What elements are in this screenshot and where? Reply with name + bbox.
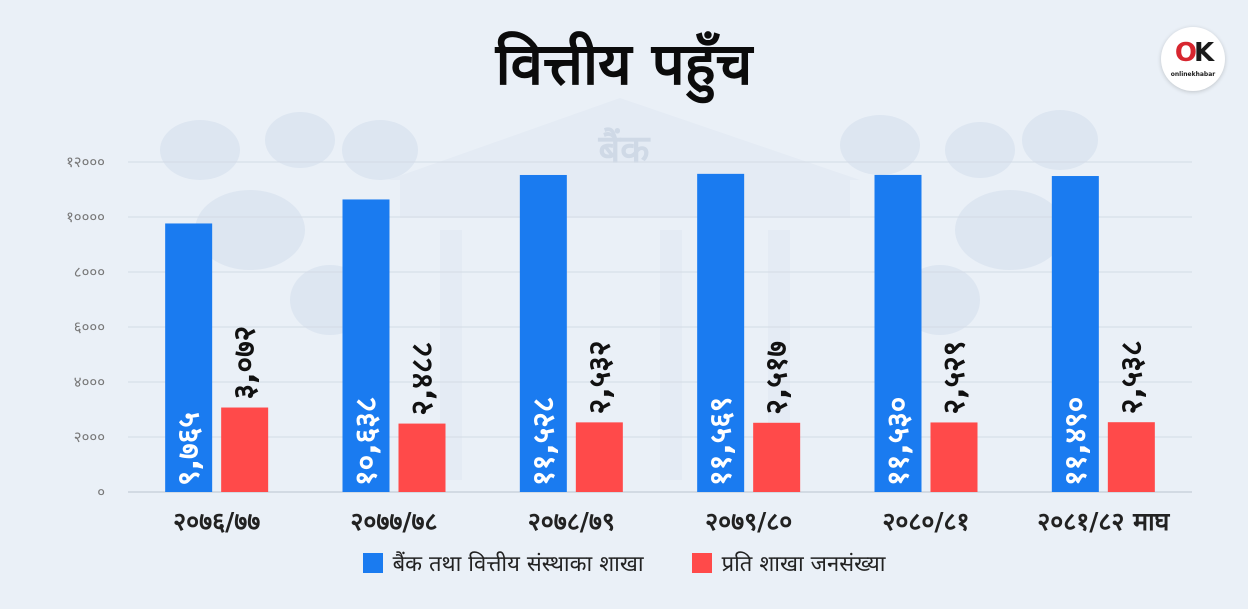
bar-population (398, 423, 446, 492)
chart-bars: ९,७६५ ३,०७२ १०,६३८ २,४८८ ११,५२८ २,५३२ ११,५६९ २,… (165, 173, 1155, 493)
y-tick-label: ० (97, 483, 105, 501)
bar-branches (1051, 176, 1099, 492)
x-axis: २०७६/७७ २०७७/७८ २०७८/७९ २०७९/८० २०८०/८१ २०८१/… (173, 507, 1170, 536)
data-label-branches: ११,५२८ (526, 397, 561, 486)
y-tick-label: ६००० (74, 318, 105, 336)
data-label-population: ३,०७२ (228, 326, 263, 400)
y-tick-label: १२००० (66, 153, 105, 171)
data-label-branches: ९,७६५ (172, 412, 207, 486)
bar-population (1107, 422, 1155, 492)
legend-swatch-population (691, 553, 712, 573)
y-axis: ० २००० ४००० ६००० ८००० १०००० १२००० (66, 153, 105, 501)
x-tick-label: २०७६/७७ (173, 507, 260, 536)
data-label-population: २,५३२ (582, 341, 617, 415)
bar-population (575, 422, 623, 492)
data-label-branches: ११,५६९ (704, 397, 739, 486)
x-tick-label: २०७८/७९ (528, 507, 615, 536)
legend-label-branches: बैंक तथा वित्तीय संस्थाका शाखा (392, 552, 644, 577)
data-label-population: २,५३८ (1114, 340, 1149, 414)
chart-legend: बैंक तथा वित्तीय संस्थाका शाखा प्रति शाख… (0, 548, 1248, 578)
data-label-branches: १०,६३८ (349, 397, 384, 486)
legend-item-population: प्रति शाखा जनसंख्या (691, 548, 886, 578)
legend-label-population: प्रति शाखा जनसंख्या (721, 552, 886, 577)
data-label-branches: ११,५३० (881, 397, 916, 486)
y-tick-label: ४००० (74, 373, 105, 391)
y-tick-label: २००० (74, 428, 105, 446)
data-label-branches: ११,४९० (1058, 397, 1093, 486)
bar-population (753, 422, 801, 492)
bar-branches (342, 199, 390, 492)
bar-population (930, 422, 978, 492)
bar-population (221, 407, 269, 492)
x-tick-label: २०८१/८२ माघ (1037, 507, 1170, 536)
x-tick-label: २०७९/८० (705, 507, 792, 536)
bar-branches (697, 173, 745, 493)
y-tick-label: ८००० (74, 263, 105, 281)
bar-branches (165, 223, 213, 492)
x-tick-label: २०८०/८१ (882, 507, 969, 536)
legend-swatch-branches (362, 553, 383, 573)
logo-mark-k: K (1193, 38, 1214, 68)
onlinekhabar-logo: OK onlinekhabar (1161, 27, 1225, 91)
background-bank-label: बैंक (598, 127, 652, 171)
chart-grid (128, 161, 1192, 493)
data-label-population: २,५२९ (937, 341, 972, 415)
logo-mark-o: O (1174, 38, 1197, 68)
bar-branches (519, 174, 567, 493)
y-tick-label: १०००० (66, 208, 105, 226)
logo-text: onlinekhabar (1170, 71, 1216, 78)
bar-branches (874, 174, 922, 493)
legend-item-branches: बैंक तथा वित्तीय संस्थाका शाखा (362, 548, 644, 578)
x-tick-label: २०७७/७८ (350, 507, 437, 536)
data-label-population: २,४८८ (405, 342, 440, 416)
page-title: वित्तीय पहुँच (495, 30, 753, 98)
data-label-population: २,५१७ (760, 341, 795, 415)
